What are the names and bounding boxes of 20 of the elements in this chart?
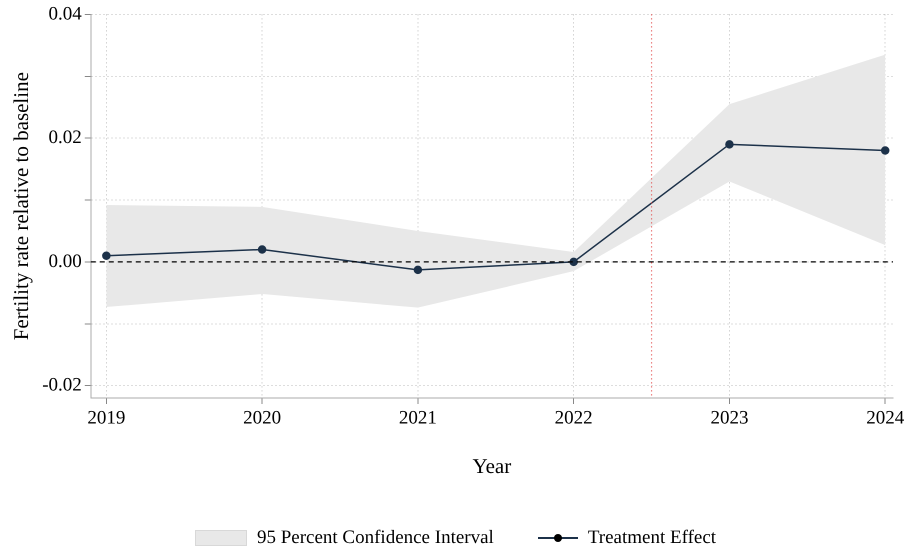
x-tick-label: 2023	[710, 407, 748, 428]
legend-label: Treatment Effect	[588, 527, 716, 549]
x-axis-title: Year	[472, 454, 512, 478]
x-tick-label: 2019	[87, 407, 126, 428]
x-tick-label: 2021	[398, 407, 437, 428]
y-tick-label: 0.04	[48, 3, 82, 24]
y-tick-label: 0.00	[48, 250, 82, 272]
point	[569, 258, 578, 266]
y-tick-label: -0.02	[42, 374, 82, 396]
point	[102, 251, 111, 260]
point	[880, 146, 890, 155]
x-tick-label: 2020	[243, 407, 282, 428]
y-axis-title: Fertility rate relative to baseline	[9, 72, 34, 340]
point	[725, 140, 734, 149]
x-tick-label: 2024	[866, 407, 905, 428]
point	[414, 266, 422, 274]
text: 95 Percent Confidence Interval	[256, 527, 494, 549]
point	[258, 245, 266, 254]
x-tick-label: 2022	[554, 407, 593, 428]
y-tick-label: 0.02	[48, 127, 82, 148]
